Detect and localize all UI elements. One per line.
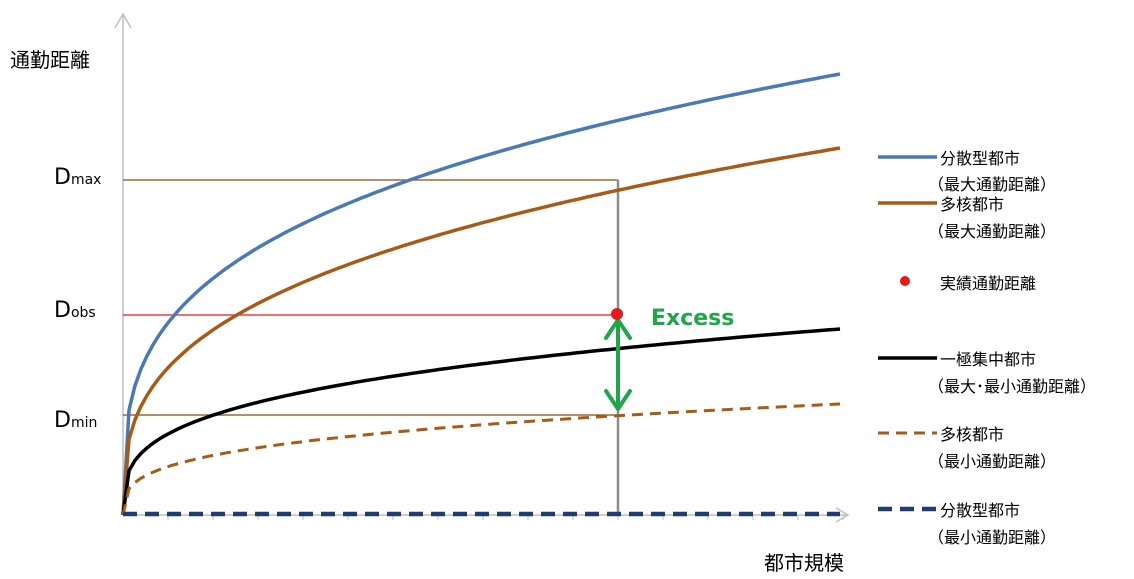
curve-multicore-max: [121, 146, 841, 516]
legend-monocentric-line2: （最大･最小通勤距離）: [928, 377, 1097, 396]
legend-dispersed-min-line2: （最小通勤距離）: [928, 528, 1057, 547]
legend-multicore-max-line2: （最大通勤距離）: [928, 222, 1057, 241]
legend-symbol-observed: [900, 276, 910, 286]
legend-multicore-min-line2: （最小通勤距離）: [928, 452, 1057, 471]
excess-label: Excess: [651, 306, 735, 331]
curve-monocentric: [121, 327, 841, 516]
curve-multicore-min: [121, 402, 841, 516]
legend-dispersed-max-line1: 分散型都市: [940, 149, 1021, 168]
legend-monocentric-line1: 一極集中都市: [940, 350, 1037, 369]
legend-observed-line1: 実績通勤距離: [940, 274, 1037, 293]
legend-multicore-min-line1: 多核都市: [940, 425, 1005, 444]
legend-multicore-max-line1: 多核都市: [940, 195, 1005, 214]
dmax-label: Dmax: [54, 165, 102, 190]
excess-arrow: [604, 318, 632, 411]
x-axis-label: 都市規模: [764, 551, 844, 575]
legend-dispersed-min-line1: 分散型都市: [940, 501, 1021, 520]
curve-dispersed-max: [121, 72, 841, 516]
observed-point: [611, 308, 623, 320]
dobs-label: Dobs: [54, 298, 96, 323]
y-axis-arrowhead: [114, 12, 132, 29]
y-axis-label: 通勤距離: [10, 48, 90, 72]
legend-dispersed-max-line2: （最大通勤距離）: [928, 175, 1057, 194]
x-axis-arrowhead: [835, 507, 850, 523]
dmin-label: Dmin: [54, 408, 98, 433]
